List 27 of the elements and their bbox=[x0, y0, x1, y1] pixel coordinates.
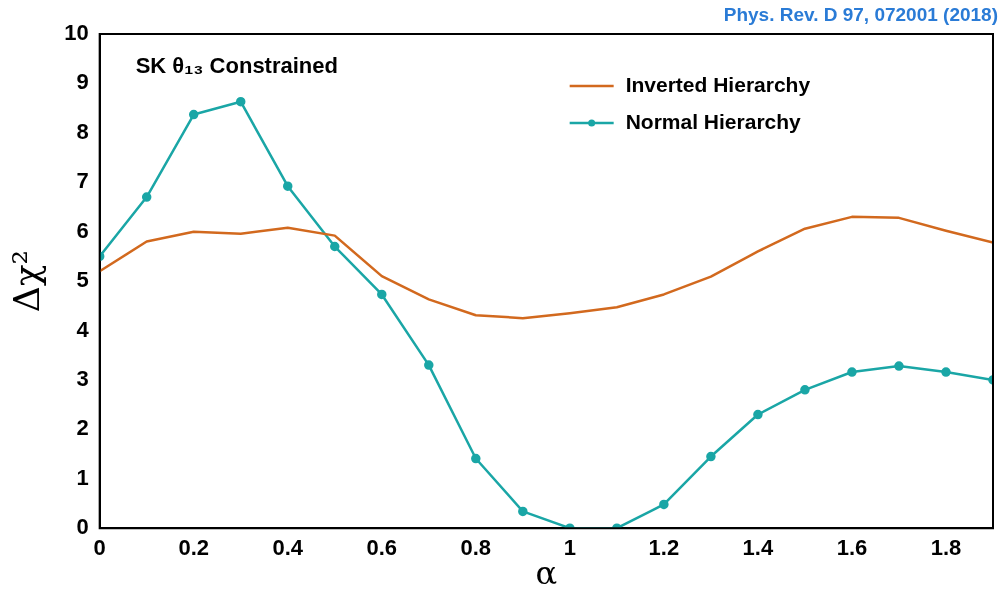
y-tick-label: 8 bbox=[76, 118, 89, 144]
x-tick-label: 1.6 bbox=[836, 535, 868, 561]
x-tick-label: 0.6 bbox=[366, 535, 398, 561]
x-tick-label: 0.4 bbox=[272, 535, 304, 561]
y-tick-label: 7 bbox=[76, 168, 89, 194]
x-tick-label: 0.8 bbox=[460, 535, 492, 561]
y-tick-label: 10 bbox=[64, 20, 89, 46]
y-axis-title: Δχ² bbox=[5, 249, 47, 313]
y-tick-label: 3 bbox=[76, 366, 89, 391]
y-tick-label: 4 bbox=[76, 316, 90, 342]
x-tick-label: 1.8 bbox=[930, 535, 962, 561]
x-tick-label: 1 bbox=[563, 535, 576, 561]
x-axis-title: α bbox=[535, 554, 558, 593]
annotation: SK θ₁₃ Constrained bbox=[135, 53, 338, 79]
x-tick-label: 1.2 bbox=[648, 535, 680, 561]
y-tick-label: 0 bbox=[76, 514, 89, 540]
x-tick-label: 0 bbox=[93, 535, 106, 561]
text: Phys. Rev. D 97, 072001 (2018) bbox=[723, 4, 998, 26]
y-tick-label: 9 bbox=[76, 69, 89, 95]
y-tick-label: 6 bbox=[76, 217, 89, 243]
y-tick-label: 5 bbox=[76, 267, 89, 293]
y-tick-label: 1 bbox=[76, 464, 89, 490]
legend-label: Normal Hierarchy bbox=[625, 109, 802, 133]
x-tick-label: 0.2 bbox=[178, 535, 209, 561]
x-tick-label: 1.4 bbox=[742, 535, 774, 561]
legend-label: Inverted Hierarchy bbox=[625, 72, 811, 96]
y-tick-label: 2 bbox=[76, 415, 89, 441]
